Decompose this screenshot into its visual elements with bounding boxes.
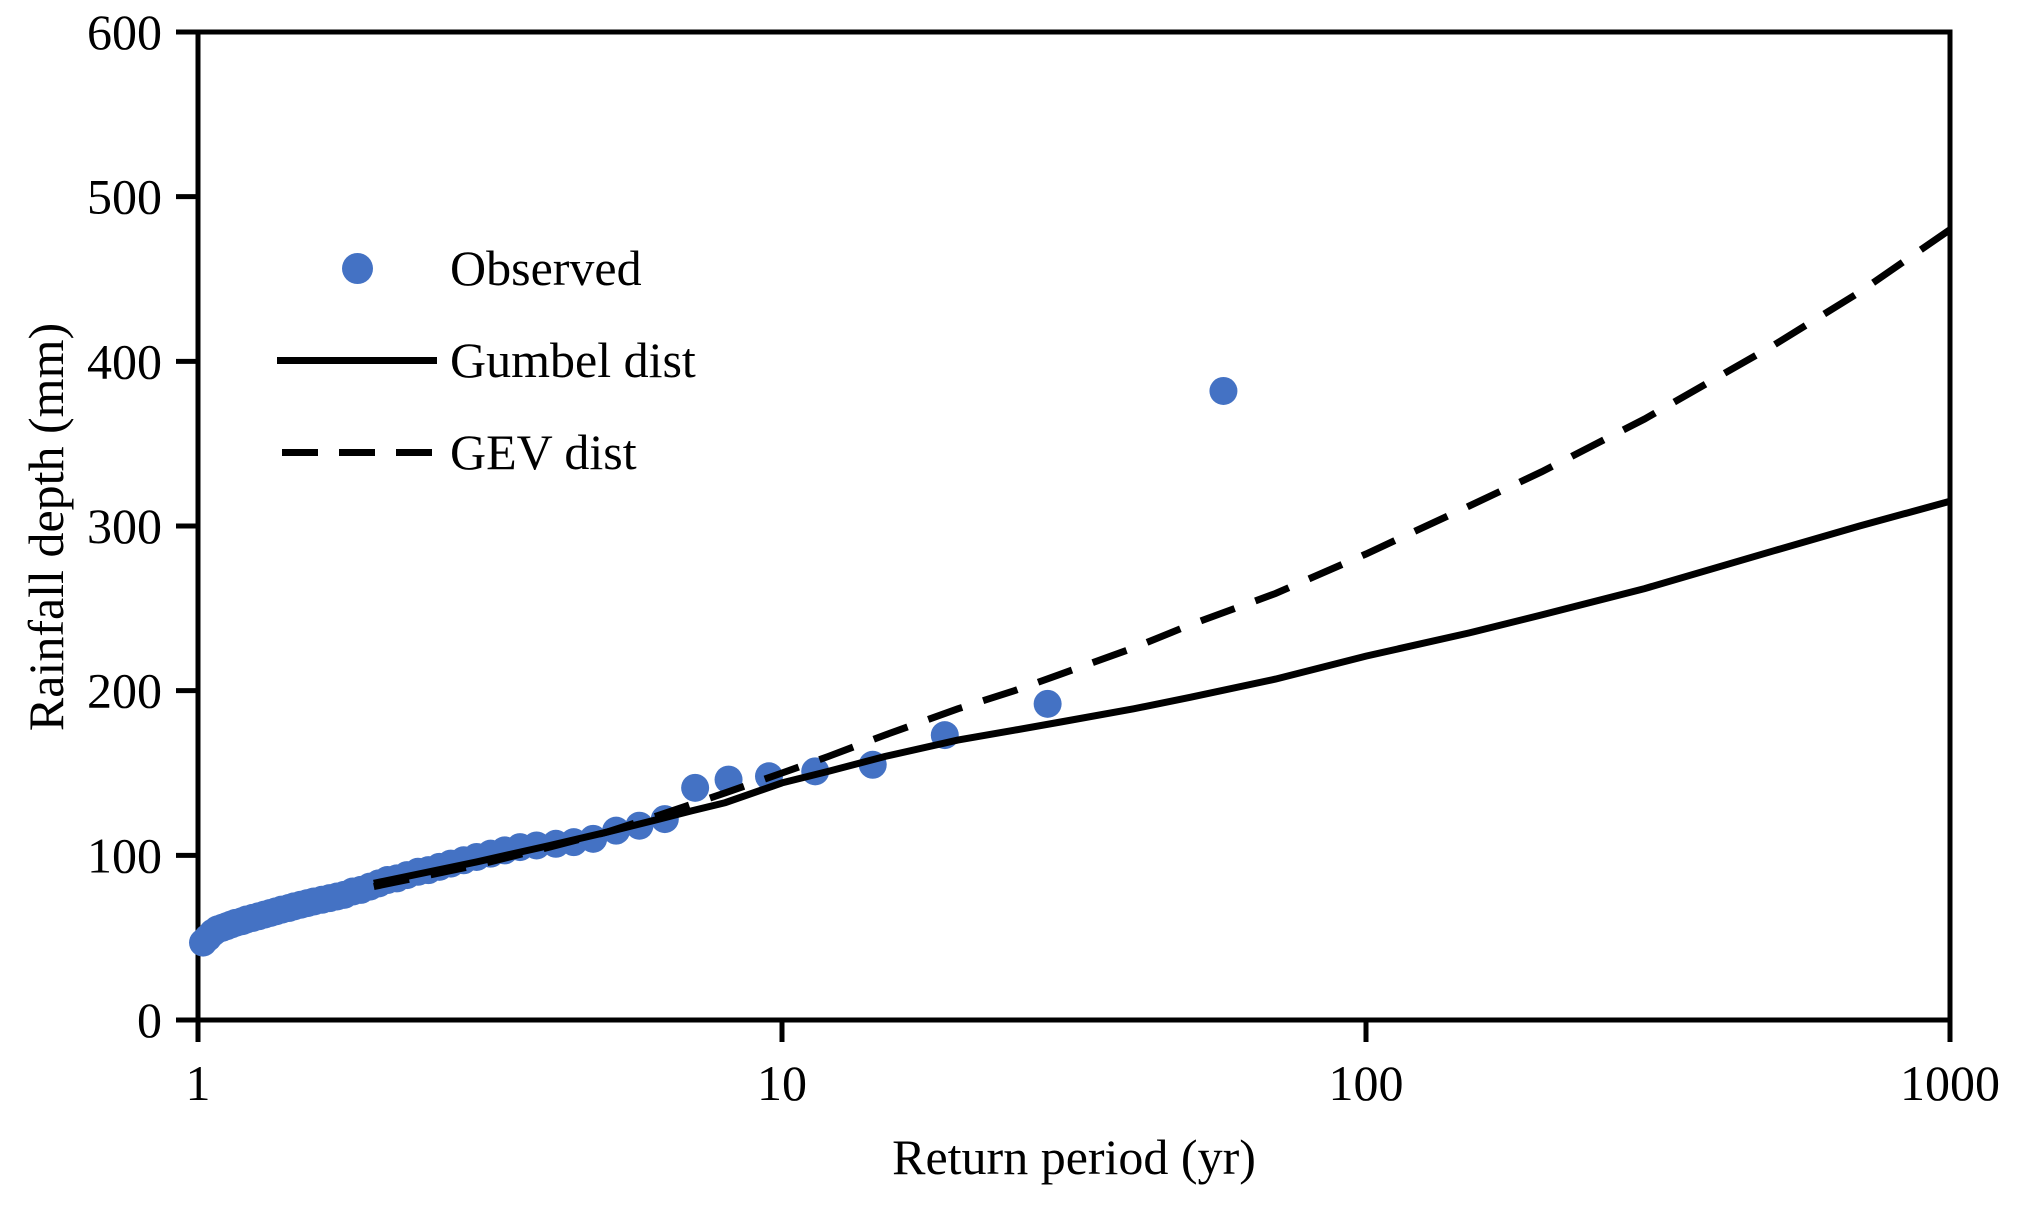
dashed-line-icon	[282, 448, 432, 456]
observed-dot-icon	[341, 252, 373, 284]
y-tick-label: 200	[87, 663, 162, 719]
chart-legend: Observed Gumbel dist GEV dist	[277, 222, 696, 498]
observed-point	[1033, 689, 1062, 718]
y-tick-label: 600	[87, 4, 162, 60]
x-tick-label: 1000	[1900, 1055, 2000, 1111]
y-tick-label: 0	[137, 992, 162, 1048]
y-tick-label: 300	[87, 498, 162, 554]
observed-point	[189, 928, 218, 957]
x-tick-label: 1	[186, 1055, 211, 1111]
x-axis-title: Return period (yr)	[892, 1129, 1256, 1185]
legend-label-gumbel: Gumbel dist	[450, 332, 696, 388]
gev-curve	[373, 226, 1952, 891]
gumbel-marker-box	[277, 356, 437, 364]
observed-point	[1209, 376, 1238, 405]
legend-item-gumbel: Gumbel dist	[277, 314, 696, 406]
legend-item-observed: Observed	[277, 222, 696, 314]
y-tick-label: 500	[87, 169, 162, 225]
y-axis-title: Rainfall depth (mm)	[18, 322, 74, 732]
gev-marker-box	[277, 448, 437, 456]
legend-label-observed: Observed	[450, 240, 642, 296]
solid-line-icon	[277, 356, 437, 364]
x-tick-label: 10	[757, 1055, 807, 1111]
y-tick-label: 400	[87, 333, 162, 389]
y-tick-label: 100	[87, 827, 162, 883]
legend-item-gev: GEV dist	[277, 406, 696, 498]
gumbel-curve	[373, 497, 1951, 887]
x-tick-label: 100	[1329, 1055, 1404, 1111]
legend-label-gev: GEV dist	[450, 424, 637, 480]
observed-marker-box	[277, 252, 437, 284]
observed-point	[681, 773, 710, 802]
